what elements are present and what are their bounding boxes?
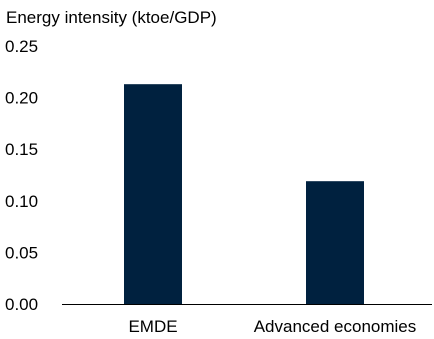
y-axis-ticks: 0.00 0.05 0.10 0.15 0.20 0.25 xyxy=(5,37,38,314)
x-category-label: Advanced economies xyxy=(254,317,417,336)
y-tick-label: 0.25 xyxy=(5,37,38,56)
bars xyxy=(124,84,364,305)
y-tick-label: 0.10 xyxy=(5,192,38,211)
bar-0 xyxy=(124,84,182,305)
chart-title: Energy intensity (ktoe/GDP) xyxy=(6,8,217,27)
y-tick-label: 0.20 xyxy=(5,89,38,108)
y-tick-label: 0.15 xyxy=(5,140,38,159)
y-tick-label: 0.05 xyxy=(5,243,38,262)
x-axis-labels: EMDE Advanced economies xyxy=(128,317,416,336)
y-tick-label: 0.00 xyxy=(5,295,38,314)
bar-1 xyxy=(306,181,364,304)
x-category-label: EMDE xyxy=(128,317,177,336)
